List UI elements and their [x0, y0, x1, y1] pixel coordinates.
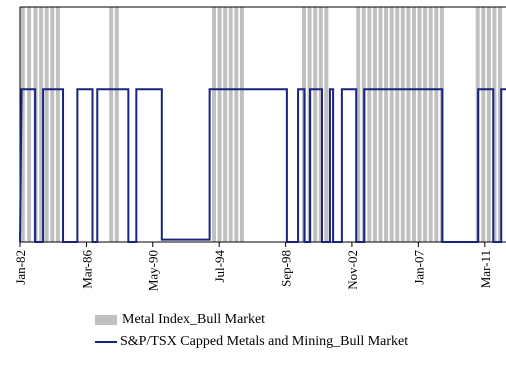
metal-index-bar	[223, 7, 228, 242]
metal-index-bar	[367, 7, 372, 242]
metal-index-bar	[212, 7, 216, 242]
metal-index-bar	[481, 7, 486, 242]
mining-index-step-line	[19, 88, 506, 243]
metal-index-bar	[39, 7, 44, 242]
x-ticks: Jan-82 Mar-86 May-90 Jul-94 Sep-98 Nov-02 Jan-…	[13, 242, 493, 291]
metal-index-bar	[313, 7, 318, 242]
metal-index-bar	[486, 7, 491, 242]
metal-index-bar	[55, 7, 60, 242]
mining-index-line	[19, 88, 506, 243]
metal-index-bar	[228, 7, 233, 242]
metal-index-bar	[356, 7, 361, 242]
legend-item-metal-index: Metal Index_Bull Market	[95, 309, 408, 331]
metal-index-bar	[423, 7, 428, 242]
legend-label-metal-index: Metal Index_Bull Market	[122, 312, 266, 327]
legend-item-mining-index: S&P/TSX Capped Metals and Mining_Bull Ma…	[95, 331, 408, 353]
metal-index-bar	[389, 7, 394, 242]
x-tick-label: Nov-02	[345, 250, 360, 290]
metal-index-bar	[50, 7, 55, 242]
metal-index-bar	[400, 7, 405, 242]
x-tick-label: Mar-86	[79, 250, 94, 289]
metal-index-bar	[411, 7, 416, 242]
chart: Jan-82 Mar-86 May-90 Jul-94 Sep-98 Nov-02 Jan-…	[13, 6, 506, 291]
metal-index-bar	[109, 7, 114, 242]
metal-index-bar	[417, 7, 422, 242]
x-tick-label: Sep-98	[279, 250, 294, 287]
legend-swatch-line	[95, 341, 117, 343]
metal-index-bar	[378, 7, 383, 242]
metal-index-bar	[20, 7, 25, 242]
x-tick-label: Jan-07	[411, 250, 426, 285]
metal-index-bar	[384, 7, 389, 242]
metal-index-bar	[318, 7, 323, 242]
metal-index-bar	[395, 7, 400, 242]
metal-index-bar	[44, 7, 49, 242]
metal-index-bar	[498, 7, 503, 242]
metal-index-bar	[434, 7, 439, 242]
metal-index-bar	[234, 7, 239, 242]
metal-index-bar	[492, 7, 497, 242]
legend: Metal Index_Bull Market S&P/TSX Capped M…	[95, 309, 408, 353]
metal-index-bar	[27, 7, 32, 242]
x-tick-label: Jul-94	[212, 250, 227, 283]
legend-label-mining-index: S&P/TSX Capped Metals and Mining_Bull Ma…	[120, 334, 409, 349]
metal-index-bar	[217, 7, 222, 242]
legend-swatch-bar	[95, 315, 117, 325]
metal-index-bar	[239, 7, 244, 242]
metal-index-bar	[324, 7, 329, 242]
metal-index-bar	[372, 7, 377, 242]
x-tick-label: Mar-11	[478, 250, 493, 288]
metal-index-bar	[114, 7, 119, 242]
metal-index-bar	[406, 7, 411, 242]
metal-index-bar	[428, 7, 433, 242]
x-tick-label: Jan-82	[13, 250, 28, 285]
x-tick-label: May-90	[146, 250, 161, 291]
